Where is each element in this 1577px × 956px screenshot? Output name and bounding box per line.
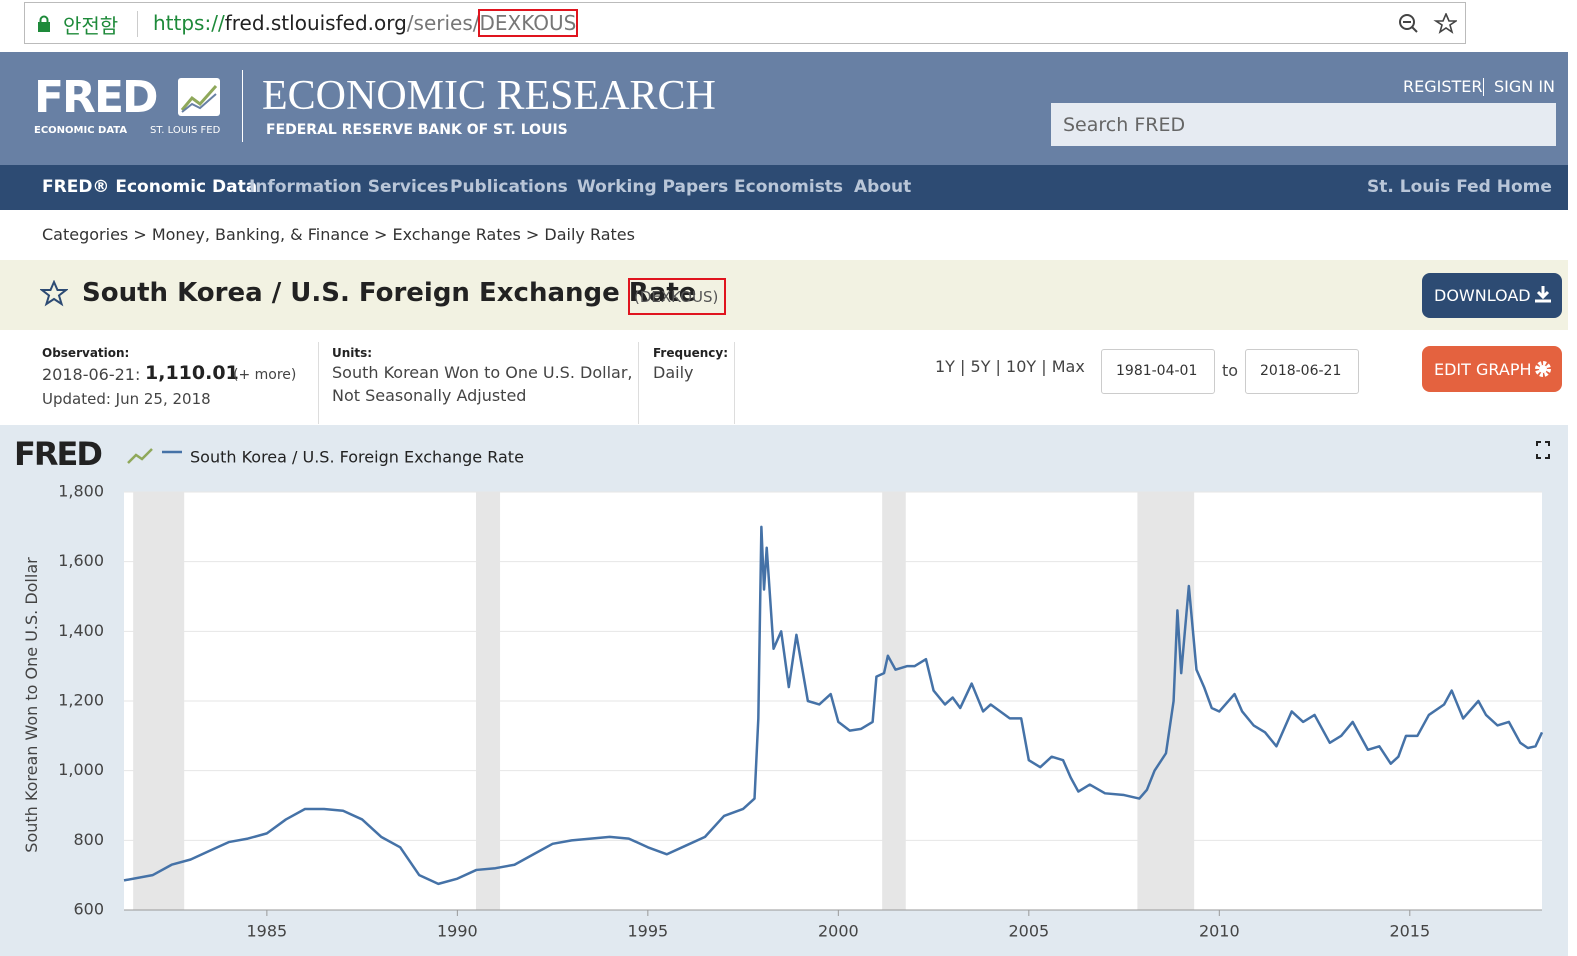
logo[interactable]: FRED [34,72,159,123]
chart-logo: FRED [14,435,101,473]
divider [638,342,639,424]
units: South Korean Won to One U.S. Dollar, [332,363,633,382]
nav-item[interactable]: Information Services [249,177,449,197]
nav-item[interactable]: Publications [450,177,568,197]
breadcrumb: Categories > Money, Banking, & Finance >… [42,225,635,244]
header-title: ECONOMIC RESEARCH [262,73,716,119]
crumb[interactable]: Exchange Rates [392,225,521,244]
nav-item[interactable]: Economists [734,177,844,197]
crumb[interactable]: Categories [42,225,129,244]
range-buttons: 1Y | 5Y | 10Y | Max [935,357,1085,376]
frequency: Daily [653,363,694,382]
input-value: 1981-04-01 [1116,363,1198,379]
chart: FRED South Korea / U.S. Foreign Exchange… [14,435,1550,941]
download-button[interactable]: DOWNLOAD [1422,273,1562,318]
range[interactable]: Max [1051,357,1085,376]
lock-icon [38,15,50,32]
address-bar: 안전함 https://fred.stlouisfed.org/series/D… [24,2,1466,44]
obs-value: 1,110.01 [145,362,239,384]
button-label: DOWNLOAD [1434,286,1531,305]
logo-sub: ST. LOUIS FED [150,125,221,136]
search-placeholder: Search FRED [1063,114,1186,136]
more-link[interactable]: (+ more) [233,367,297,383]
label: Observation: [42,346,130,360]
url-id: DEXKOUS [477,9,579,37]
to: to [1222,361,1239,380]
x-tick-label: 2010 [1199,922,1240,941]
x-tick-label: 1995 [627,922,668,941]
label: Units: [332,346,373,360]
x-tick-label: 1990 [437,922,478,941]
y-tick-label: 1,800 [58,482,104,501]
units: Not Seasonally Adjusted [332,386,527,405]
id-box: (DEXKOUS) [628,278,726,315]
range[interactable]: 10Y [1006,357,1037,376]
search-box[interactable]: Search FRED [1051,103,1556,146]
crumb[interactable]: Daily Rates [544,225,635,244]
divider [318,342,319,424]
header: FRED ECONOMIC DATA ST. LOUIS FED ECONOMI… [0,52,1568,165]
nav-item[interactable]: FRED® Economic Data [42,177,258,197]
x-tick-label: 2000 [818,922,859,941]
url-host: fred.stlouisfed.org [224,11,407,35]
divider [242,70,243,142]
input-value: 2018-06-21 [1260,363,1342,379]
button-label: EDIT GRAPH [1434,360,1532,379]
logo-sub: ECONOMIC DATA [34,125,128,136]
range[interactable]: 5Y [970,357,991,376]
y-axis-label: South Korean Won to One U.S. Dollar [22,557,41,853]
nav-bar [0,165,1568,210]
nav-item[interactable]: Working Papers [577,177,729,197]
y-tick-label: 1,400 [58,621,104,640]
divider [734,342,735,424]
sign-in[interactable]: SIGN IN [1494,77,1556,96]
series-id: (DEXKOUS) [634,288,719,306]
security: 안전함 [63,14,119,38]
y-tick-label: 1,000 [58,760,104,779]
end-input[interactable]: 2018-06-21 [1245,349,1359,394]
title-band: South Korea / U.S. Foreign Exchange Rate… [0,260,1568,330]
browser-icons[interactable] [1397,13,1457,35]
register[interactable]: REGISTER [1403,77,1483,96]
gear-icon [1535,361,1551,377]
download-icon [1535,286,1551,303]
url-scheme: https:// [153,11,225,35]
data-line [123,525,1544,886]
range[interactable]: 1Y [935,357,955,376]
y-tick-label: 800 [73,830,104,849]
y-tick-label: 600 [73,900,104,919]
obs-date: 2018-06-21: [42,365,141,384]
edit-graph-button[interactable]: EDIT GRAPH [1422,346,1562,392]
start-input[interactable]: 1981-04-01 [1101,349,1215,394]
url[interactable]: https://fred.stlouisfed.org/series/DEXKO… [153,9,579,37]
x-tick-label: 2015 [1389,922,1430,941]
logo-icon [178,78,220,116]
header-subtitle: FEDERAL RESERVE BANK OF ST. LOUIS [266,122,568,138]
x-tick-label: 2005 [1008,922,1049,941]
x-tick-label: 1985 [247,922,288,941]
fullscreen-icon[interactable] [1536,441,1550,459]
updated: Updated: Jun 25, 2018 [42,390,211,408]
divider [137,11,138,37]
nav-item[interactable]: About [854,177,912,197]
legend-label: South Korea / U.S. Foreign Exchange Rate [190,448,524,467]
series-title: South Korea / U.S. Foreign Exchange Rate [82,278,697,308]
nav-item[interactable]: St. Louis Fed Home [1367,177,1552,197]
label: Frequency: [653,346,729,360]
y-tick-label: 1,600 [58,551,104,570]
url-path: /series/ [406,11,480,35]
star-icon[interactable] [40,280,68,308]
logo-icon [127,448,153,464]
divider [1483,78,1484,96]
y-tick-label: 1,200 [58,691,104,710]
crumb[interactable]: Money, Banking, & Finance [151,225,369,244]
